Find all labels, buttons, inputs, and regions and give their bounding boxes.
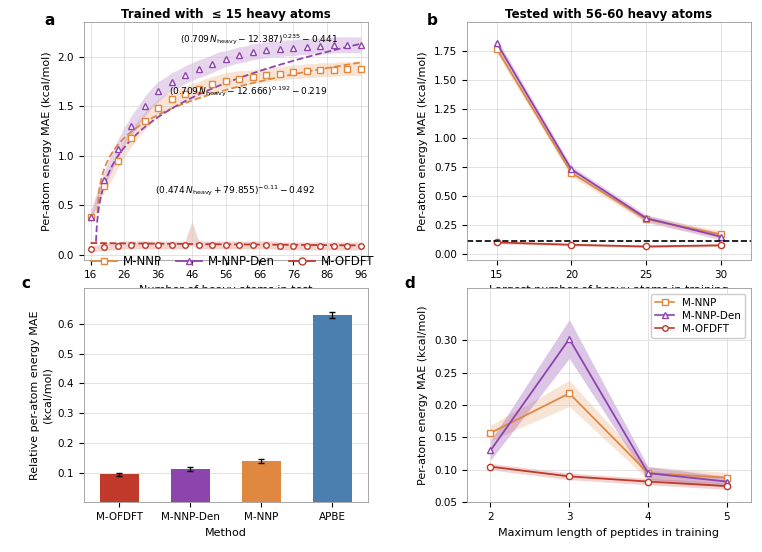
Legend: M-NNP, M-NNP-Den, M-OFDFT: M-NNP, M-NNP-Den, M-OFDFT (86, 251, 379, 273)
Text: $(0.709\,N_{\rm heavy}-12.387)^{0.235}-0.441$: $(0.709\,N_{\rm heavy}-12.387)^{0.235}-0… (181, 32, 338, 47)
Y-axis label: Per-atom energy MAE (kcal/mol): Per-atom energy MAE (kcal/mol) (418, 51, 428, 231)
X-axis label: Largest number of heavy atoms in training: Largest number of heavy atoms in trainin… (489, 285, 728, 295)
Y-axis label: Relative per-atom energy MAE
(kcal/mol): Relative per-atom energy MAE (kcal/mol) (30, 311, 52, 480)
Text: d: d (405, 275, 415, 290)
Title: Tested with 56-60 heavy atoms: Tested with 56-60 heavy atoms (505, 8, 712, 21)
X-axis label: Number of heavy atoms in test: Number of heavy atoms in test (139, 285, 312, 295)
Y-axis label: Per-atom energy MAE (kcal/mol): Per-atom energy MAE (kcal/mol) (42, 51, 52, 231)
Text: b: b (427, 13, 438, 28)
Bar (100, 474, 139, 502)
Y-axis label: Per-atom energy MAE (kcal/mol): Per-atom energy MAE (kcal/mol) (418, 305, 428, 485)
Text: c: c (21, 275, 30, 290)
Title: Trained with  ≤ 15 heavy atoms: Trained with ≤ 15 heavy atoms (121, 8, 331, 21)
Bar (312, 315, 351, 502)
Text: a: a (44, 13, 54, 28)
Bar (242, 461, 280, 502)
Text: $(0.709\,N_{\rm heavy}-12.666)^{0.192}-0.219$: $(0.709\,N_{\rm heavy}-12.666)^{0.192}-0… (169, 84, 327, 99)
X-axis label: Maximum length of peptides in training: Maximum length of peptides in training (498, 528, 719, 538)
Legend: M-NNP, M-NNP-Den, M-OFDFT: M-NNP, M-NNP-Den, M-OFDFT (651, 294, 745, 338)
Text: $(0.474\,N_{\rm heavy}+79.855)^{-0.11}-0.492$: $(0.474\,N_{\rm heavy}+79.855)^{-0.11}-0… (155, 183, 315, 198)
X-axis label: Method: Method (205, 528, 247, 538)
Bar (171, 469, 210, 502)
